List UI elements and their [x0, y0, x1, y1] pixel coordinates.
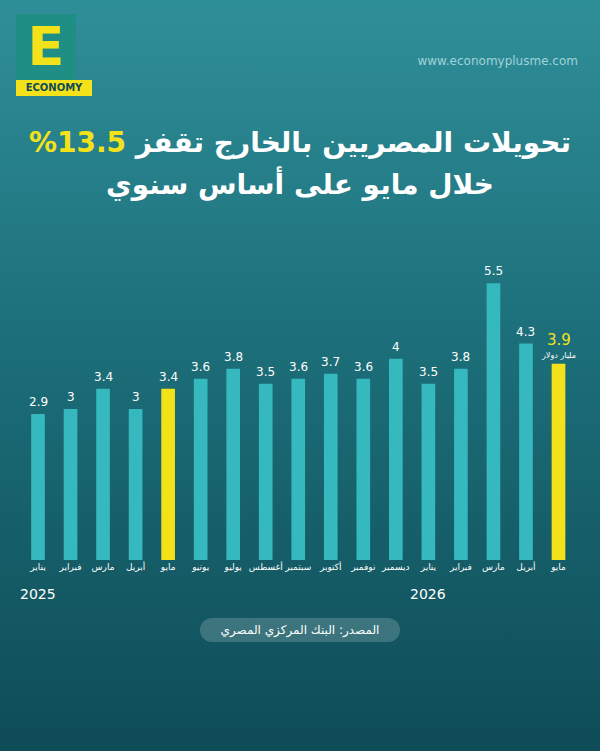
svg-text:مارس: مارس [482, 562, 505, 572]
svg-text:2026: 2026 [410, 586, 446, 602]
html-text:ECONOMY: ECONOMY [25, 82, 83, 93]
svg-text:مايو: مايو [160, 562, 176, 572]
svg-text:أبريل: أبريل [126, 561, 145, 572]
svg-text:3.9: 3.9 [547, 331, 571, 349]
html-text:تقفز: تقفز [135, 126, 205, 159]
svg-text:ديسمبر: ديسمبر [381, 562, 409, 572]
svg-text:أبريل: أبريل [516, 561, 535, 572]
html-text:www.economyplusme.com: www.economyplusme.com [417, 54, 578, 68]
svg-text:3.6: 3.6 [191, 360, 210, 374]
svg-text:3.5: 3.5 [419, 365, 438, 379]
html-text:المصريين: المصريين [322, 126, 454, 159]
svg-text:4: 4 [392, 340, 400, 354]
svg-text:3.6: 3.6 [289, 360, 308, 374]
svg-text:3.4: 3.4 [159, 370, 178, 384]
html-text:E: E [27, 15, 65, 78]
svg-text:2.9: 2.9 [29, 395, 48, 409]
svg-text:3.8: 3.8 [451, 350, 470, 364]
svg-text:3.6: 3.6 [354, 360, 373, 374]
svg-text:يناير: يناير [29, 562, 46, 572]
svg-text:مليار دولار: مليار دولار [541, 351, 576, 360]
svg-text:يناير: يناير [420, 562, 437, 572]
svg-text:فبراير: فبراير [449, 562, 472, 572]
svg-text:3.4: 3.4 [94, 370, 113, 384]
svg-text:3: 3 [67, 390, 75, 404]
svg-text:2025: 2025 [20, 586, 56, 602]
html-text:تحويلات: تحويلات [462, 126, 572, 159]
svg-text:5.5: 5.5 [484, 264, 503, 278]
svg-text:يونيو: يونيو [191, 562, 210, 572]
svg-text:يوليو: يوليو [224, 562, 243, 572]
html-text:13.5%: 13.5% [28, 126, 127, 159]
svg-text:سبتمبر: سبتمبر [284, 562, 311, 572]
html-text:المصدر: البنك المركزي المصري: المصدر: البنك المركزي المصري [220, 623, 380, 637]
html-text:خلال مايو على أساس سنوي: خلال مايو على أساس سنوي [106, 168, 494, 201]
svg-text:أكتوبر: أكتوبر [319, 561, 342, 572]
svg-text:فبراير: فبراير [59, 562, 82, 572]
svg-text:3: 3 [132, 390, 140, 404]
svg-text:3.8: 3.8 [224, 350, 243, 364]
svg-text:3.5: 3.5 [256, 365, 275, 379]
svg-text:نوفمبر: نوفمبر [350, 562, 375, 572]
html-text:بالخارج: بالخارج [213, 126, 313, 159]
svg-text:أغسطس: أغسطس [249, 561, 283, 572]
svg-text:مايو: مايو [550, 562, 566, 572]
svg-text:4.3: 4.3 [516, 325, 535, 339]
svg-text:3.7: 3.7 [321, 355, 340, 369]
svg-text:مارس: مارس [92, 562, 115, 572]
